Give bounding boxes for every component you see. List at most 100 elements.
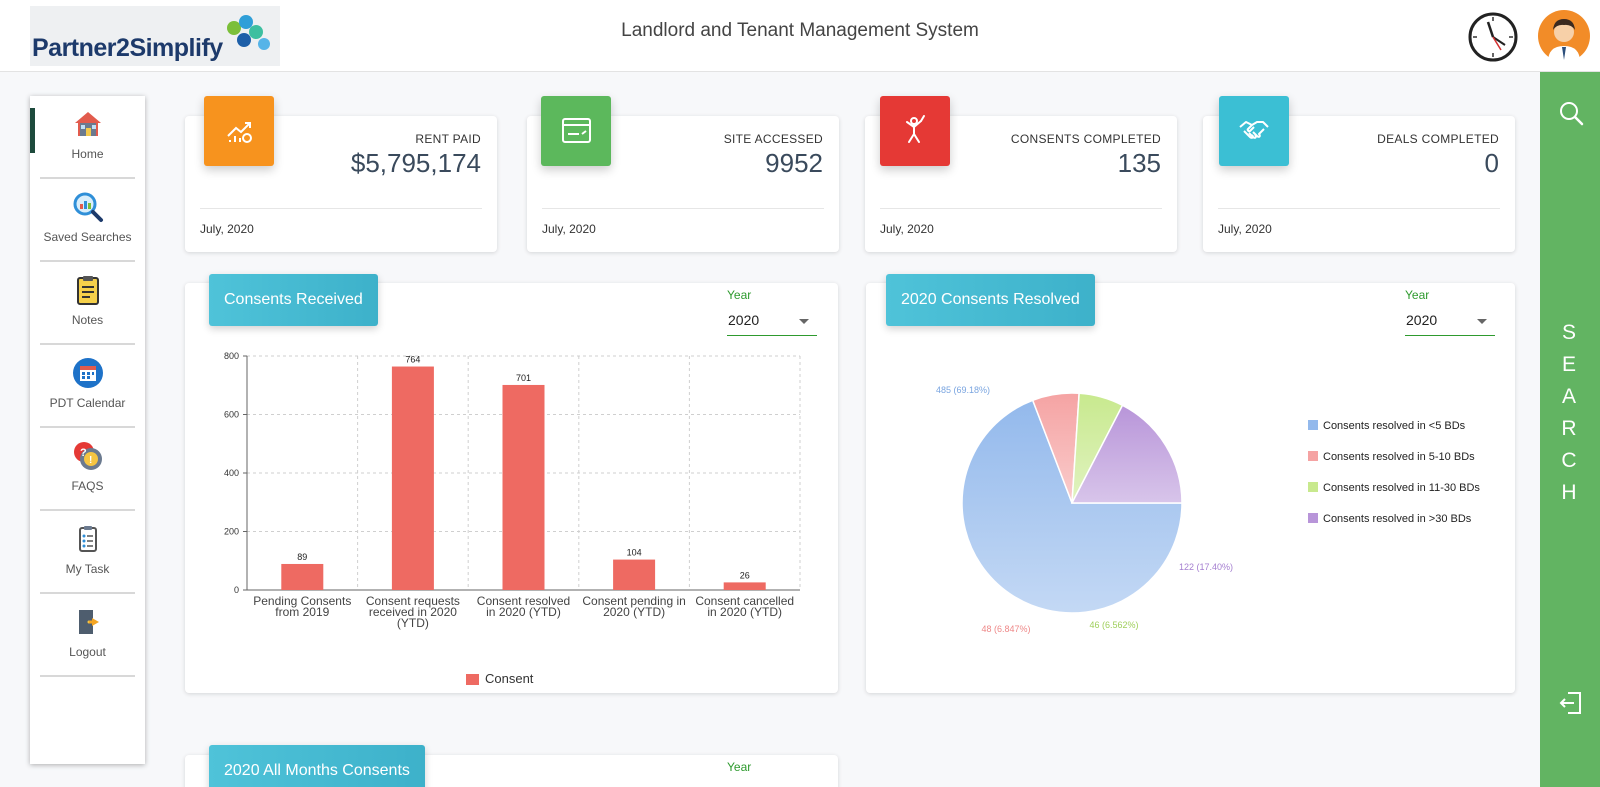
- legend-swatch: [466, 674, 479, 685]
- stat-divider: [1218, 208, 1500, 209]
- x-tick-label: received in 2020: [369, 605, 457, 619]
- y-tick-label: 800: [224, 351, 239, 361]
- year-select-value: 2020: [1406, 312, 1438, 328]
- rent-growth-icon: [204, 96, 274, 166]
- sidebar-item-saved-searches[interactable]: Saved Searches: [30, 179, 145, 262]
- bar[interactable]: [723, 582, 766, 590]
- sidebar-divider: [40, 426, 135, 428]
- y-tick-label: 400: [224, 468, 239, 478]
- legend-swatch: [1308, 420, 1318, 430]
- clock-icon[interactable]: [1468, 12, 1518, 62]
- pie-slice[interactable]: [961, 399, 1183, 614]
- x-tick-label: Consent requests: [366, 594, 460, 608]
- handshake-icon: [1219, 96, 1289, 166]
- sidebar-divider: [40, 177, 135, 179]
- pie-slice-label: 485 (69.18%): [936, 385, 990, 395]
- sidebar-item-notes[interactable]: Notes: [30, 262, 145, 345]
- stat-date: July, 2020: [880, 222, 934, 236]
- x-tick-label: 2020 (YTD): [603, 605, 665, 619]
- stat-date: July, 2020: [542, 222, 596, 236]
- year-label: Year: [727, 760, 752, 774]
- sidebar-divider: [40, 343, 135, 345]
- svg-text:!: !: [89, 455, 92, 466]
- notes-icon: [77, 276, 99, 305]
- x-tick-label: in 2020 (YTD): [707, 605, 782, 619]
- sidebar-item-logout[interactable]: Logout: [30, 594, 145, 677]
- stat-label: SITE ACCESSED: [723, 132, 823, 146]
- bar[interactable]: [281, 563, 324, 590]
- stat-divider: [200, 208, 482, 209]
- bar-value-label: 104: [627, 548, 642, 558]
- stat-value: $5,795,174: [350, 148, 481, 178]
- sidebar-item-label: Notes: [71, 313, 104, 327]
- brand-logo[interactable]: Partner2Simplify: [30, 6, 280, 66]
- logo-text: Partner2Simplify: [32, 34, 223, 62]
- stat-label: DEALS COMPLETED: [1377, 132, 1499, 146]
- consents-resolved-title: 2020 Consents Resolved: [886, 274, 1095, 326]
- legend-label: Consent: [485, 671, 534, 686]
- sidebar-item-label: Logout: [69, 645, 106, 659]
- legend-label: Consents resolved in <5 BDs: [1323, 420, 1466, 432]
- consents-received-title: Consents Received: [209, 274, 378, 326]
- calendar-icon: [73, 358, 103, 388]
- svg-text:?: ?: [80, 447, 87, 459]
- x-tick-label: Consent resolved: [477, 594, 570, 608]
- sidebar-item-label: PDT Calendar: [49, 396, 126, 410]
- x-tick-label: (YTD): [397, 616, 429, 630]
- all-months-title: 2020 All Months Consents: [209, 745, 425, 787]
- sidebar-item-pdt-calendar[interactable]: PDT Calendar: [30, 345, 145, 428]
- x-tick-label: Consent pending in: [582, 594, 685, 608]
- search-icon[interactable]: [1558, 100, 1584, 126]
- bar-value-label: 26: [740, 570, 750, 580]
- bar[interactable]: [502, 384, 545, 590]
- bar[interactable]: [391, 366, 434, 590]
- app-header: Partner2Simplify Landlord and Tenant Man…: [0, 0, 1600, 72]
- y-tick-label: 0: [234, 585, 239, 595]
- sidebar-item-faqs[interactable]: ? ! FAQS: [30, 428, 145, 511]
- stat-divider: [880, 208, 1162, 209]
- app-title: Landlord and Tenant Management System: [621, 20, 979, 41]
- pie-slice-label: 122 (17.40%): [1179, 562, 1233, 572]
- bar-value-label: 764: [405, 355, 420, 365]
- stat-date: July, 2020: [1218, 222, 1272, 236]
- pie-slice[interactable]: [1070, 404, 1183, 504]
- stat-value: 135: [1117, 148, 1161, 178]
- stat-label: RENT PAID: [415, 132, 481, 146]
- year-select[interactable]: 2020: [1405, 306, 1495, 336]
- home-icon: [75, 112, 101, 136]
- sidebar-nav: Home Saved Searches Notes PDT Calendar: [30, 96, 145, 764]
- legend-swatch: [1308, 482, 1318, 492]
- sidebar-item-my-task[interactable]: My Task: [30, 511, 145, 594]
- sidebar-item-label: FAQS: [71, 479, 104, 493]
- legend-label: Consents resolved in 5-10 BDs: [1323, 451, 1475, 463]
- legend-swatch: [1308, 451, 1318, 461]
- chevron-down-icon: [1477, 319, 1487, 324]
- user-avatar[interactable]: [1538, 10, 1590, 62]
- achievement-icon: [880, 96, 950, 166]
- y-tick-label: 600: [224, 410, 239, 420]
- logout-icon: [79, 610, 99, 634]
- logo-mark-icon: [227, 15, 270, 50]
- x-tick-label: in 2020 (YTD): [486, 605, 561, 619]
- stat-divider: [542, 208, 824, 209]
- year-select[interactable]: 2020: [727, 306, 817, 336]
- chevron-down-icon: [799, 319, 809, 324]
- legend-swatch: [1308, 513, 1318, 523]
- saved-search-icon: [73, 192, 103, 222]
- stat-date: July, 2020: [200, 222, 254, 236]
- legend-label: Consents resolved in >30 BDs: [1323, 513, 1472, 525]
- stat-label: CONSENTS COMPLETED: [1010, 132, 1161, 146]
- sidebar-divider: [40, 675, 135, 677]
- stat-value: 0: [1484, 148, 1499, 178]
- exit-icon[interactable]: [1558, 690, 1584, 716]
- bar-value-label: 89: [297, 552, 307, 562]
- sidebar-item-home[interactable]: Home: [30, 96, 145, 179]
- bar[interactable]: [613, 559, 656, 590]
- legend-label: Consents resolved in 11-30 BDs: [1323, 482, 1480, 494]
- faq-icon: ? !: [74, 442, 102, 470]
- sidebar-divider: [40, 260, 135, 262]
- stat-value: 9952: [765, 148, 823, 178]
